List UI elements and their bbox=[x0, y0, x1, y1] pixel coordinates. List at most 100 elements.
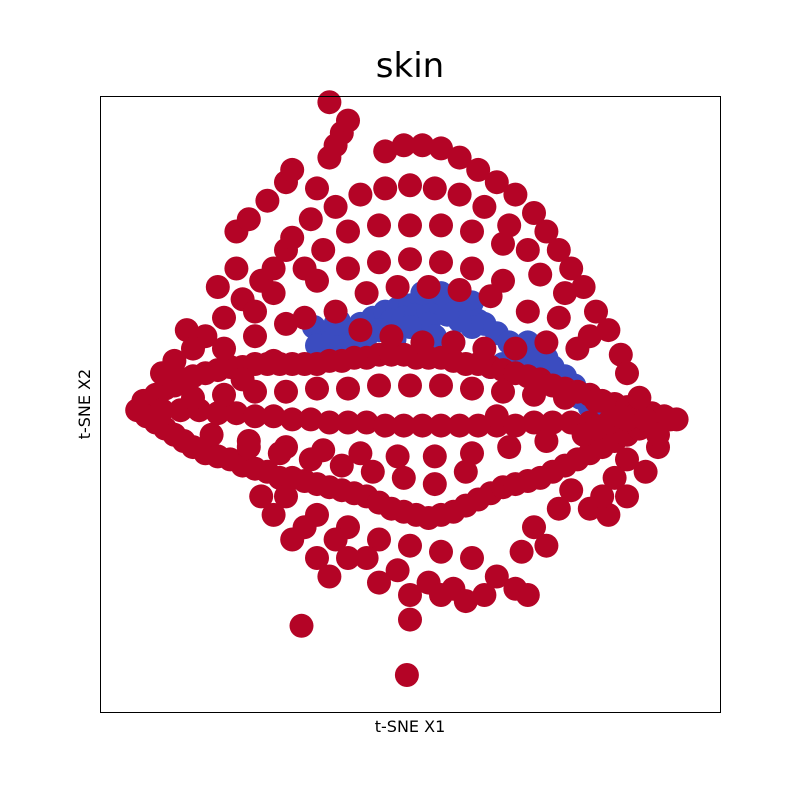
scatter-point-s1-186 bbox=[429, 136, 453, 161]
scatter-point-s1-153 bbox=[323, 527, 348, 552]
scatter-point-s1-201 bbox=[323, 194, 348, 219]
scatter-point-s1-94 bbox=[224, 401, 249, 426]
scatter-point-s1-145 bbox=[367, 527, 391, 552]
scatter-point-s1-117 bbox=[181, 385, 205, 410]
scatter-point-s1-193 bbox=[546, 238, 571, 262]
scatter-point-s1-97 bbox=[280, 407, 305, 432]
scatter-point-s1-174 bbox=[255, 188, 280, 213]
scatter-point-s1-216 bbox=[460, 256, 484, 281]
scatter-point-s1-218 bbox=[354, 281, 379, 306]
scatter-point-s1-197 bbox=[596, 318, 621, 343]
scatter-point-s1-214 bbox=[398, 247, 422, 272]
scatter-point-s1-101 bbox=[354, 410, 379, 435]
scatter-point-s1-102 bbox=[373, 413, 398, 438]
scatter-point-s1-285 bbox=[267, 441, 292, 466]
scatter-point-s1-289 bbox=[627, 385, 652, 410]
scatter-point-s1-284 bbox=[298, 447, 323, 472]
scatter-point-s1-229 bbox=[224, 256, 249, 281]
scatter-point-s1-287 bbox=[584, 416, 608, 441]
scatter-point-s1-207 bbox=[472, 194, 497, 219]
scatter-point-s1-242 bbox=[472, 336, 497, 361]
scatter-point-s1-162 bbox=[596, 502, 621, 527]
scatter-point-s1-155 bbox=[385, 558, 410, 583]
scatter-point-s1-254 bbox=[261, 348, 286, 373]
scatter-point-s1-135 bbox=[348, 441, 373, 466]
scatter-point-s1-188 bbox=[466, 157, 491, 182]
scatter-point-s1-166 bbox=[212, 305, 236, 330]
scatter-point-s1-103 bbox=[391, 413, 416, 438]
scatter-point-s1-111 bbox=[540, 410, 565, 435]
scatter-point-s1-212 bbox=[336, 256, 360, 281]
scatter-point-s1-258 bbox=[590, 484, 615, 509]
scatter-point-s1-266 bbox=[261, 502, 286, 527]
scatter-point-s1-246 bbox=[515, 299, 540, 324]
scatter-point-s1-151 bbox=[515, 583, 540, 607]
scatter-point-s1-278 bbox=[484, 404, 509, 429]
scatter-point-s1-124 bbox=[398, 373, 422, 398]
scatter-point-s1-183 bbox=[373, 139, 398, 164]
scatter-point-s1-238 bbox=[348, 318, 373, 343]
scatter-point-s1-262 bbox=[429, 583, 453, 607]
scatter-point-s1-203 bbox=[373, 176, 398, 201]
scatter-point-s1-251 bbox=[292, 256, 317, 281]
scatter-point-s1-283 bbox=[329, 453, 354, 478]
scatter-point-s1-123 bbox=[367, 373, 391, 398]
scatter-point-s0-51 bbox=[435, 302, 460, 327]
chart-title: skin bbox=[375, 46, 445, 86]
scatter-point-s1-121 bbox=[305, 376, 329, 401]
scatter-point-s1-255 bbox=[230, 367, 255, 392]
scatter-point-s1-96 bbox=[261, 404, 286, 429]
scatter-point-s1-187 bbox=[447, 145, 472, 170]
scatter-point-s1-204 bbox=[398, 173, 422, 198]
scatter-point-s1-169 bbox=[261, 256, 286, 281]
scatter-point-s1-93 bbox=[205, 401, 230, 426]
scatter-point-s1-280 bbox=[422, 472, 447, 497]
scatter-point-s1-260 bbox=[367, 570, 391, 595]
scatter-point-s1-158 bbox=[289, 613, 314, 638]
scatter-point-s1-89 bbox=[664, 407, 689, 432]
scatter-point-s1-196 bbox=[584, 299, 608, 324]
plot-frame bbox=[100, 96, 721, 713]
scatter-point-s1-209 bbox=[515, 238, 540, 262]
scatter-point-s1-230 bbox=[205, 275, 230, 299]
scatter-point-s1-139 bbox=[497, 435, 522, 460]
scatter-point-s1-182 bbox=[317, 90, 342, 115]
scatter-point-s1-261 bbox=[398, 583, 422, 607]
scatter-point-s1-105 bbox=[429, 413, 453, 438]
scatter-point-s1-106 bbox=[447, 413, 472, 438]
scatter-point-s1-206 bbox=[447, 182, 472, 207]
scatter-point-s1-137 bbox=[422, 444, 447, 469]
scatter-point-s1-239 bbox=[379, 324, 404, 349]
scatter-point-s1-100 bbox=[336, 410, 360, 435]
scatter-point-s1-273 bbox=[534, 533, 559, 558]
scatter-point-s1-263 bbox=[453, 589, 478, 614]
scatter-point-s1-232 bbox=[367, 213, 391, 238]
scatter-point-s1-185 bbox=[410, 133, 435, 158]
scatter-point-s1-240 bbox=[410, 330, 435, 355]
scatter-point-s1-281 bbox=[391, 465, 416, 490]
scatter-point-s1-200 bbox=[298, 207, 323, 232]
scatter-point-s1-247 bbox=[546, 305, 571, 330]
scatter-point-s1-90 bbox=[150, 398, 174, 423]
scatter-point-s1-219 bbox=[385, 275, 410, 299]
scatter-point-s1-99 bbox=[317, 410, 342, 435]
scatter-point-s1-269 bbox=[317, 564, 342, 589]
scatter-point-s1-252 bbox=[261, 281, 286, 306]
scatter-point-s1-191 bbox=[522, 201, 546, 225]
scatter-point-s1-225 bbox=[274, 311, 298, 336]
points-layer bbox=[125, 90, 689, 687]
scatter-point-s1-220 bbox=[416, 275, 441, 299]
scatter-point-s1-110 bbox=[522, 410, 546, 435]
scatter-point-s1-184 bbox=[391, 133, 416, 158]
scatter-point-s1-199 bbox=[615, 361, 639, 386]
scatter-point-s1-231 bbox=[336, 219, 360, 244]
scatter-point-s1-234 bbox=[429, 213, 453, 238]
scatter-point-s1-267 bbox=[280, 527, 305, 552]
scatter-point-s1-127 bbox=[491, 379, 515, 404]
scatter-point-s1-236 bbox=[491, 231, 515, 256]
scatter-point-s1-107 bbox=[466, 413, 491, 438]
scatter-point-s1-270 bbox=[522, 515, 546, 540]
scatter-point-s1-233 bbox=[398, 213, 422, 238]
scatter-point-s1-149 bbox=[484, 564, 509, 589]
